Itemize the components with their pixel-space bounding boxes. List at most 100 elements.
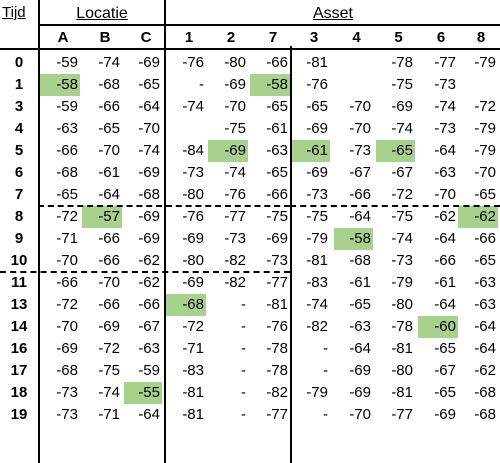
value-cell: -65	[474, 186, 496, 203]
value-cell: -70	[474, 164, 496, 181]
value-cell: -	[199, 76, 204, 93]
value-cell: -64	[434, 142, 456, 159]
value-cell: -72	[474, 98, 496, 115]
asset-subgroup-divider	[290, 46, 292, 463]
value-cell: -71	[56, 230, 78, 247]
value-cell: -75	[391, 76, 413, 93]
value-cell: -66	[474, 230, 496, 247]
column-header-3: 3	[309, 29, 319, 46]
value-cell: -66	[56, 142, 78, 159]
value-cell: -79	[306, 384, 328, 401]
value-cell: -80	[182, 186, 204, 203]
value-cell: -73	[224, 230, 246, 247]
highlighted-value-cell: -68	[166, 294, 206, 316]
value-cell: -69	[56, 340, 78, 357]
value-cell: -73	[391, 252, 413, 269]
value-cell: -69	[138, 164, 160, 181]
value-cell: -69	[98, 318, 120, 335]
highlighted-value-cell: -58	[334, 228, 373, 250]
value-cell: -82	[224, 252, 246, 269]
value-cell: -66	[98, 98, 120, 115]
value-cell: -78	[391, 54, 413, 71]
dashed-separator	[290, 205, 500, 207]
value-cell: -70	[349, 98, 371, 115]
value-cell: -74	[182, 98, 204, 115]
value-cell: -66	[56, 274, 78, 291]
value-cell: -63	[349, 318, 371, 335]
value-cell: -76	[182, 208, 204, 225]
value-cell: -65	[266, 164, 288, 181]
column-header-5: 5	[394, 29, 403, 46]
value-cell: -70	[98, 274, 120, 291]
time-cell: 7	[14, 186, 24, 203]
value-cell: -66	[98, 296, 120, 313]
value-cell: -76	[306, 76, 328, 93]
value-cell: -	[241, 406, 246, 423]
value-cell: -66	[266, 54, 288, 71]
value-cell: -	[241, 340, 246, 357]
value-cell: -69	[182, 230, 204, 247]
value-cell: -81	[182, 406, 204, 423]
value-cell: -70	[56, 318, 78, 335]
value-cell: -74	[224, 164, 246, 181]
value-cell: -77	[391, 406, 413, 423]
value-cell: -65	[138, 76, 160, 93]
value-cell: -	[323, 340, 328, 357]
time-cell: 11	[11, 274, 27, 291]
value-cell: -73	[434, 120, 456, 137]
value-cell: -61	[266, 120, 288, 137]
value-cell: -80	[391, 296, 413, 313]
value-cell: -70	[224, 98, 246, 115]
value-cell: -65	[266, 98, 288, 115]
value-cell: -76	[224, 186, 246, 203]
value-cell	[458, 74, 496, 96]
value-cell: -80	[182, 252, 204, 269]
value-cell: -65	[474, 252, 496, 269]
column-header-4: 4	[352, 29, 361, 46]
value-cell: -71	[98, 406, 120, 423]
value-cell: -77	[434, 54, 456, 71]
value-cell: -77	[266, 274, 288, 291]
value-cell: -69	[391, 98, 413, 115]
location-group-header: Locatie	[76, 5, 128, 22]
value-cell: -70	[138, 120, 160, 137]
value-cell: -69	[306, 164, 328, 181]
time-cell: 3	[14, 98, 24, 115]
highlighted-value-cell: -65	[376, 140, 415, 162]
value-cell: -79	[474, 142, 496, 159]
value-cell: -70	[98, 142, 120, 159]
value-cell: -75	[266, 208, 288, 225]
time-cell: 17	[10, 362, 28, 379]
value-cell: -72	[182, 318, 204, 335]
dashed-separator	[38, 205, 290, 207]
value-cell: -64	[434, 230, 456, 247]
time-column-header: Tijd	[2, 4, 26, 21]
value-cell: -59	[56, 98, 78, 115]
value-cell: -64	[474, 318, 496, 335]
column-header-7: 7	[268, 29, 278, 46]
value-cell: -82	[266, 384, 288, 401]
value-cell: -61	[349, 274, 371, 291]
value-cell: -79	[474, 54, 496, 71]
value-cell: -66	[434, 252, 456, 269]
group-header-underline-location	[40, 24, 164, 26]
value-cell: -74	[306, 296, 328, 313]
value-cell: -79	[306, 230, 328, 247]
value-cell: -63	[474, 296, 496, 313]
time-cell: 14	[10, 318, 28, 335]
value-cell: -80	[391, 362, 413, 379]
value-cell: -82	[224, 274, 246, 291]
value-cell: -62	[138, 274, 160, 291]
column-header-c: C	[140, 29, 152, 46]
time-cell: 8	[14, 208, 24, 225]
column-header-b: B	[99, 29, 111, 46]
column-header-8: 8	[476, 29, 486, 46]
value-cell: -72	[56, 296, 78, 313]
value-cell: -74	[391, 120, 413, 137]
value-cell: -67	[391, 164, 413, 181]
value-cell: -70	[434, 186, 456, 203]
value-cell: -65	[306, 98, 328, 115]
value-cell: -71	[182, 340, 204, 357]
time-divider	[38, 0, 40, 463]
